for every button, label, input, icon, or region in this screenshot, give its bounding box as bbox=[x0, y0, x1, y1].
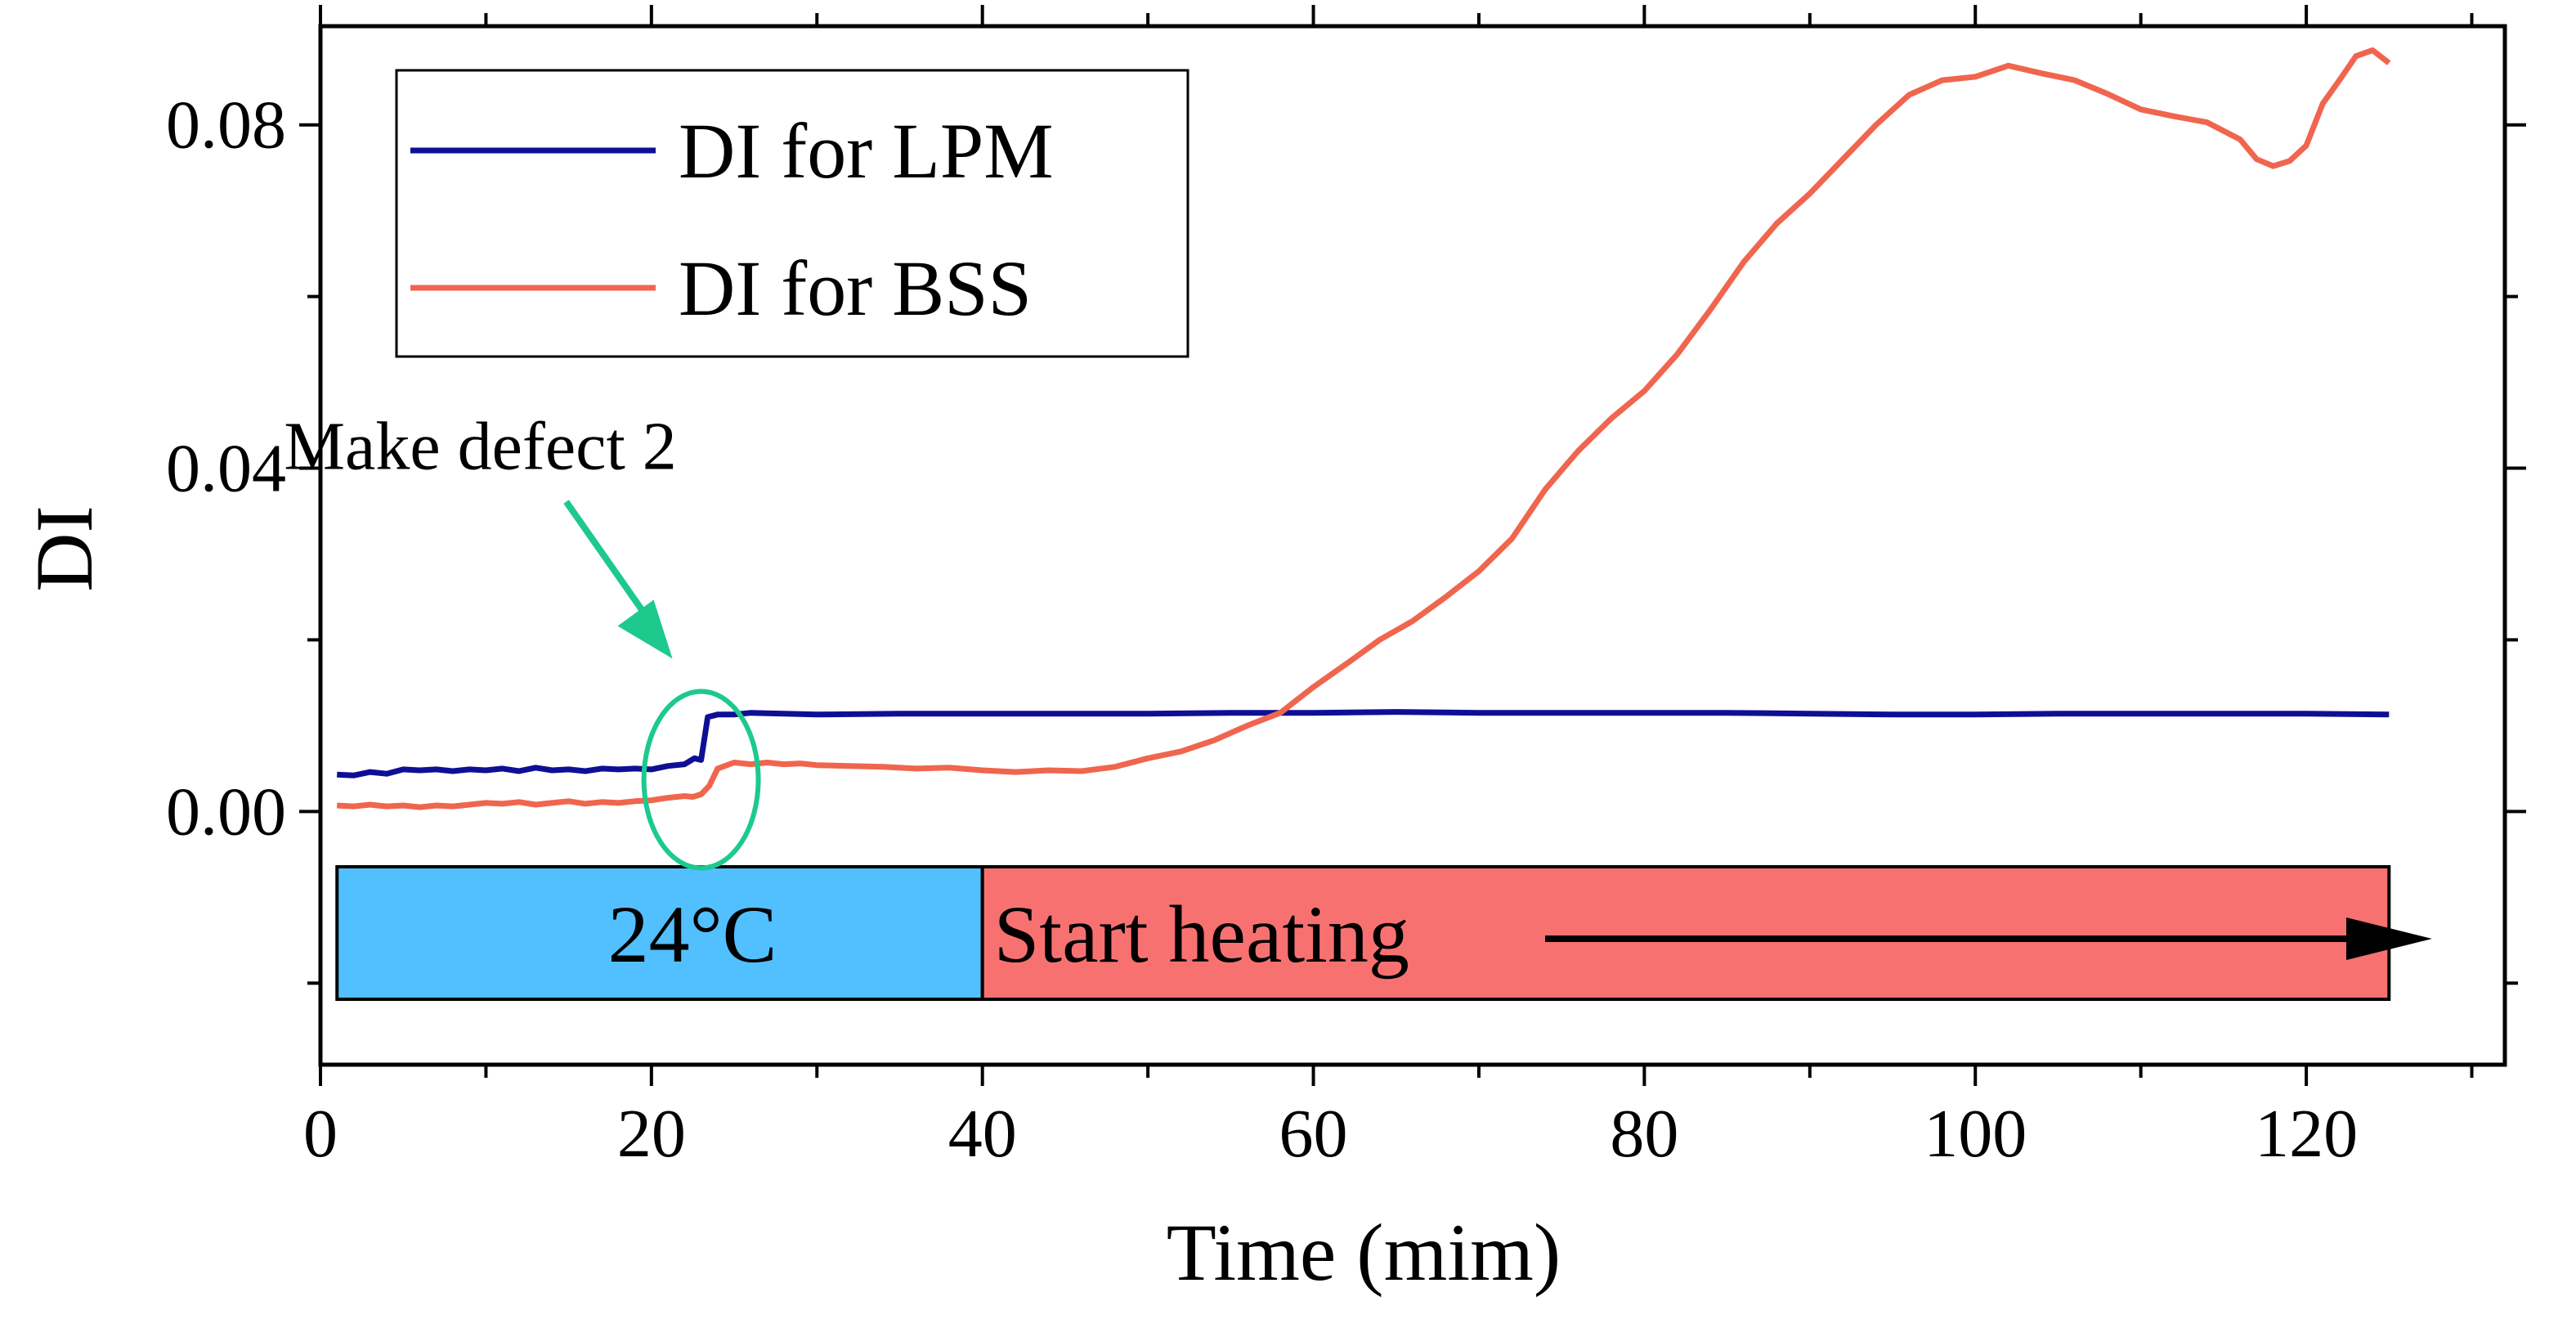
series-line-bss bbox=[337, 47, 2391, 810]
y-axis-title: DI bbox=[19, 505, 110, 592]
annotation-arrow-line bbox=[563, 500, 655, 626]
x-tick-label: 40 bbox=[948, 1096, 1017, 1172]
axis-ticks bbox=[299, 5, 2526, 1086]
x-tick-label: 120 bbox=[2255, 1096, 2358, 1172]
y-tick-label: 0.04 bbox=[166, 431, 286, 507]
series-group bbox=[337, 47, 2391, 810]
annotation-defect: Make defect 2 bbox=[284, 409, 761, 871]
plot-frame bbox=[318, 24, 2507, 1067]
annotation-ellipse bbox=[641, 689, 761, 871]
heating-arrow-head bbox=[2346, 917, 2432, 960]
annotation-text: Make defect 2 bbox=[284, 409, 676, 485]
series-line-lpm bbox=[337, 709, 2390, 778]
band-label-24c: 24°C bbox=[608, 889, 777, 980]
x-axis-title: Time (mim) bbox=[1167, 1207, 1561, 1298]
band-start-heating bbox=[980, 865, 2391, 1001]
y-tick-label: 0.08 bbox=[166, 87, 286, 164]
y-tick-labels: 0.00 0.04 0.08 bbox=[166, 87, 286, 850]
x-tick-label: 0 bbox=[303, 1096, 338, 1172]
legend-label-bss: DI for BSS bbox=[679, 245, 1032, 332]
x-tick-label: 100 bbox=[1924, 1096, 2027, 1172]
band-label-start-heating: Start heating bbox=[994, 889, 1409, 980]
legend-box bbox=[395, 69, 1189, 358]
band-24c bbox=[335, 865, 984, 1001]
y-tick-label: 0.00 bbox=[166, 774, 286, 850]
phase-bands: 24°C Start heating bbox=[335, 865, 2432, 1001]
x-tick-label: 80 bbox=[1610, 1096, 1678, 1172]
x-tick-label: 60 bbox=[1279, 1096, 1348, 1172]
x-tick-labels: 0 20 40 60 80 100 120 bbox=[303, 1096, 2358, 1172]
legend-label-lpm: DI for LPM bbox=[679, 107, 1054, 195]
x-tick-label: 20 bbox=[617, 1096, 686, 1172]
annotation-arrow-head bbox=[617, 599, 673, 659]
legend: DI for LPM DI for BSS bbox=[395, 69, 1189, 358]
